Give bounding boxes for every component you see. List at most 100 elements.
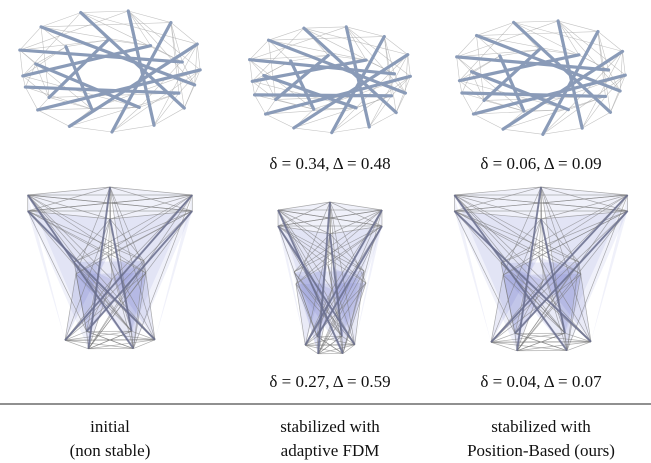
- cable: [107, 39, 151, 46]
- cable: [128, 10, 201, 71]
- face: [27, 195, 66, 341]
- cable: [542, 109, 569, 135]
- strut: [516, 186, 542, 351]
- cable: [22, 75, 140, 108]
- strut: [498, 54, 526, 113]
- cable: [317, 225, 383, 354]
- cable: [490, 274, 504, 343]
- cable: [27, 194, 193, 212]
- cable: [75, 186, 111, 275]
- strut: [21, 44, 153, 78]
- cable: [64, 339, 89, 350]
- strut: [64, 194, 194, 341]
- strut: [27, 210, 156, 341]
- strut: [266, 38, 408, 95]
- strut: [292, 53, 410, 130]
- cable: [608, 69, 621, 92]
- cable: [128, 10, 151, 46]
- cable: [64, 331, 87, 341]
- cable: [540, 186, 544, 281]
- cable: [254, 94, 314, 110]
- cable: [346, 26, 367, 61]
- cable: [277, 209, 343, 337]
- strut: [67, 42, 199, 128]
- strut: [330, 34, 386, 135]
- cable: [35, 46, 67, 65]
- cable: [581, 96, 606, 129]
- face: [541, 187, 628, 334]
- cable: [619, 51, 623, 92]
- cable: [622, 51, 626, 76]
- cable: [503, 128, 543, 135]
- metric-label: δ = 0.34, Δ = 0.48: [269, 154, 390, 173]
- strut: [262, 73, 358, 110]
- cable: [538, 256, 566, 334]
- cable: [346, 26, 406, 94]
- cable: [109, 218, 145, 262]
- cable: [37, 107, 140, 111]
- cable: [355, 54, 408, 109]
- cable: [538, 256, 592, 342]
- face: [354, 210, 382, 345]
- cable: [268, 40, 277, 100]
- cable: [37, 109, 70, 127]
- cable: [277, 201, 331, 211]
- strut: [469, 70, 570, 112]
- cable: [405, 54, 409, 94]
- strut: [556, 19, 584, 130]
- cable: [329, 201, 383, 211]
- face: [590, 195, 628, 342]
- face: [278, 210, 306, 346]
- cable: [249, 59, 314, 110]
- cable: [107, 210, 193, 256]
- cable: [27, 210, 145, 262]
- cable: [22, 12, 81, 77]
- strut: [474, 33, 622, 93]
- cable: [317, 336, 355, 346]
- cable: [25, 86, 92, 110]
- cable: [500, 194, 628, 264]
- cable: [139, 92, 180, 108]
- cable: [111, 124, 155, 133]
- cable: [268, 39, 367, 61]
- cable: [80, 12, 198, 45]
- cable: [303, 26, 347, 29]
- cable: [107, 255, 134, 349]
- cable: [454, 194, 628, 212]
- cable: [597, 31, 609, 71]
- cable: [290, 55, 329, 62]
- cable: [476, 35, 501, 57]
- cable: [170, 22, 198, 45]
- cable: [454, 194, 582, 275]
- cable: [133, 339, 156, 349]
- cable: [80, 10, 129, 13]
- cable: [516, 194, 628, 351]
- cable: [277, 209, 356, 345]
- cable: [341, 335, 355, 346]
- strut: [482, 48, 541, 103]
- cable: [265, 99, 276, 115]
- cable: [317, 282, 367, 354]
- strut: [453, 210, 592, 343]
- cable: [295, 201, 331, 285]
- cable: [249, 39, 269, 60]
- cable: [277, 209, 365, 272]
- metric-label: δ = 0.04, Δ = 0.07: [480, 372, 602, 391]
- strut: [457, 53, 581, 83]
- cable: [19, 49, 36, 65]
- cable: [111, 107, 140, 133]
- strut: [250, 58, 368, 83]
- strut: [490, 194, 629, 343]
- cable: [27, 194, 113, 280]
- cable: [566, 273, 582, 351]
- cable: [196, 44, 201, 70]
- cable: [395, 76, 411, 113]
- cable: [490, 210, 628, 343]
- cable: [461, 92, 524, 112]
- cable: [316, 336, 344, 354]
- cable: [456, 20, 559, 58]
- cable: [582, 112, 611, 129]
- cable: [540, 186, 628, 196]
- cable: [538, 210, 628, 257]
- cable: [128, 10, 171, 23]
